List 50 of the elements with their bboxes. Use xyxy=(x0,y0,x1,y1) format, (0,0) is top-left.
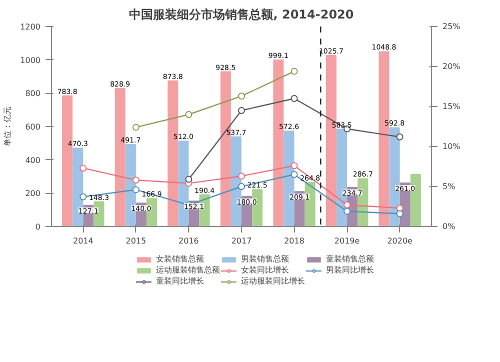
point xyxy=(238,92,245,100)
point xyxy=(290,95,298,102)
x-tick-label: 2017 xyxy=(231,236,252,246)
y-tick-label: 400 xyxy=(25,156,41,165)
point xyxy=(396,133,404,140)
y2-tick-label: 5% xyxy=(442,182,456,191)
point xyxy=(238,107,245,114)
point xyxy=(238,183,245,190)
y2-tick-label: 10% xyxy=(442,142,461,151)
y-tick-label: 800 xyxy=(25,89,41,98)
legend-label: 女装销售总额 xyxy=(156,254,204,264)
x-tick-label: 2019e xyxy=(334,236,360,246)
point xyxy=(80,164,87,172)
point xyxy=(80,193,87,200)
legend-label: 童装同比增长 xyxy=(156,276,204,286)
y-tick-label: 200 xyxy=(25,189,41,198)
y-axis-title: 单位：亿元 xyxy=(3,106,12,146)
x-tick-label: 2015 xyxy=(126,236,146,246)
point xyxy=(396,204,404,212)
y-tick-label: 0 xyxy=(35,222,41,232)
x-tick-label: 2016 xyxy=(178,236,199,246)
x-tick-label: 2014 xyxy=(72,236,94,246)
y-tick-label: 600 xyxy=(25,122,41,132)
legend-label: 童装销售总额 xyxy=(326,254,374,264)
x-tick-label: 2018 xyxy=(284,236,304,246)
legend-label: 男装同比增长 xyxy=(326,264,374,276)
legend-label: 男装销售总额 xyxy=(241,254,289,264)
point xyxy=(344,201,351,208)
y2-tick-label: 15% xyxy=(442,102,461,111)
point xyxy=(290,171,298,178)
point xyxy=(132,176,140,184)
point xyxy=(185,111,192,118)
point xyxy=(290,68,298,75)
y2-tick-label: 0% xyxy=(442,222,456,231)
point xyxy=(132,124,140,131)
y-tick-label: 1200 xyxy=(20,22,40,32)
point xyxy=(290,162,298,170)
x-tick-label: 2020e xyxy=(387,236,413,246)
y2-tick-label: 25% xyxy=(442,22,461,31)
legend-label: 女装同比增长 xyxy=(241,264,289,276)
chart-title: 中国服装细分市场销售总额, 2014-2020 xyxy=(129,8,354,22)
point xyxy=(185,176,192,183)
legend-label: 运动服装同比增长 xyxy=(241,276,305,286)
point xyxy=(344,208,351,215)
legend-label: 运动服装销售总额 xyxy=(156,264,220,276)
y-tick-label: 1000 xyxy=(20,56,40,65)
point xyxy=(396,210,404,218)
point xyxy=(132,186,140,194)
y2-tick-label: 20% xyxy=(442,62,461,71)
point xyxy=(238,172,245,180)
